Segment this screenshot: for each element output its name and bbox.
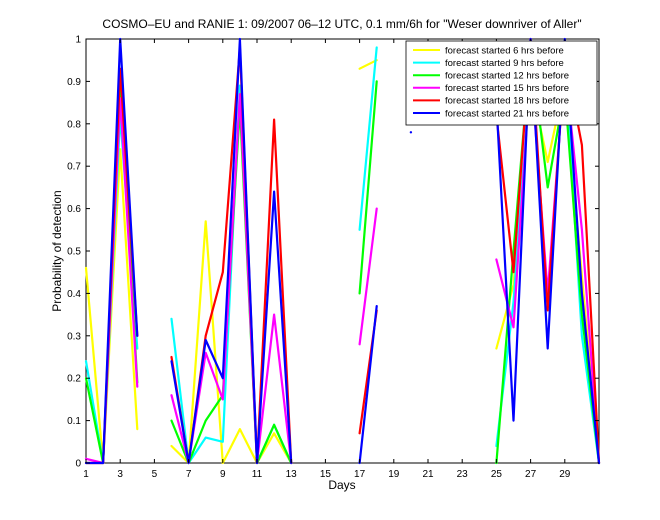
legend-label: forecast started 6 hrs before: [445, 45, 564, 56]
x-tick-label: 23: [457, 469, 469, 480]
legend-label: forecast started 18 hrs before: [445, 96, 569, 107]
x-tick-label: 25: [491, 469, 503, 480]
y-tick-label: 0.6: [67, 204, 81, 215]
y-tick-label: 0.4: [67, 289, 81, 300]
legend-label: forecast started 12 hrs before: [445, 71, 569, 82]
x-axis-label: Days: [328, 478, 355, 492]
series-point: [409, 131, 413, 134]
legend-box: [405, 40, 598, 126]
x-tick-label: 1: [83, 469, 89, 480]
series-line-segment: [495, 80, 601, 465]
x-tick-label: 3: [117, 469, 123, 480]
y-tick-label: 0.5: [67, 247, 81, 258]
x-tick-label: 17: [354, 469, 366, 480]
x-axis-ticks: 1 3 5 7 9 11 13 15 17 19 21 23 25 27 29: [83, 39, 571, 480]
y-tick-label: 0: [75, 459, 81, 470]
x-tick-label: 21: [422, 469, 434, 480]
legend-label: forecast started 15 hrs before: [445, 83, 569, 94]
series-line-segment: [84, 37, 139, 465]
y-axis-label: Probability of detection: [50, 190, 64, 311]
y-tick-label: 1: [75, 35, 81, 46]
x-tick-label: 9: [220, 469, 226, 480]
series-line-segment: [495, 37, 601, 465]
series-layer: [84, 37, 601, 465]
y-axis-ticks: 0 0.1 0.2 0.3 0.4 0.5 0.6 0.7 0.8 0.9 1: [67, 35, 599, 470]
x-tick-label: 5: [152, 469, 158, 480]
y-tick-label: 0.8: [67, 119, 81, 130]
x-tick-label: 7: [186, 469, 192, 480]
series-line-segment: [495, 46, 601, 465]
series-line-segment: [358, 80, 378, 295]
x-tick-label: 19: [388, 469, 400, 480]
series-line-segment: [358, 207, 378, 346]
series-line-segment: [358, 305, 378, 465]
series-6: [84, 37, 601, 465]
legend-label: forecast started 9 hrs before: [445, 58, 564, 69]
x-tick-label: 29: [559, 469, 571, 480]
y-tick-label: 0.2: [67, 374, 81, 385]
y-tick-label: 0.7: [67, 162, 81, 173]
x-tick-label: 13: [286, 469, 298, 480]
legend: forecast started 6 hrs before forecast st…: [405, 40, 598, 126]
y-tick-label: 0.1: [67, 416, 81, 427]
series-line-segment: [170, 37, 293, 465]
x-tick-label: 15: [320, 469, 332, 480]
series-line-segment: [170, 220, 293, 465]
x-tick-label: 11: [252, 469, 263, 480]
series-line-segment: [495, 37, 601, 465]
y-tick-label: 0.9: [67, 77, 81, 88]
legend-label: forecast started 21 hrs before: [445, 108, 569, 119]
y-tick-label: 0.3: [67, 331, 81, 342]
chart-title: COSMO–EU and RANIE 1: 09/2007 06–12 UTC,…: [102, 17, 581, 31]
x-tick-label: 27: [525, 469, 537, 480]
series-line-segment: [358, 46, 378, 231]
series-line-segment: [358, 59, 378, 70]
